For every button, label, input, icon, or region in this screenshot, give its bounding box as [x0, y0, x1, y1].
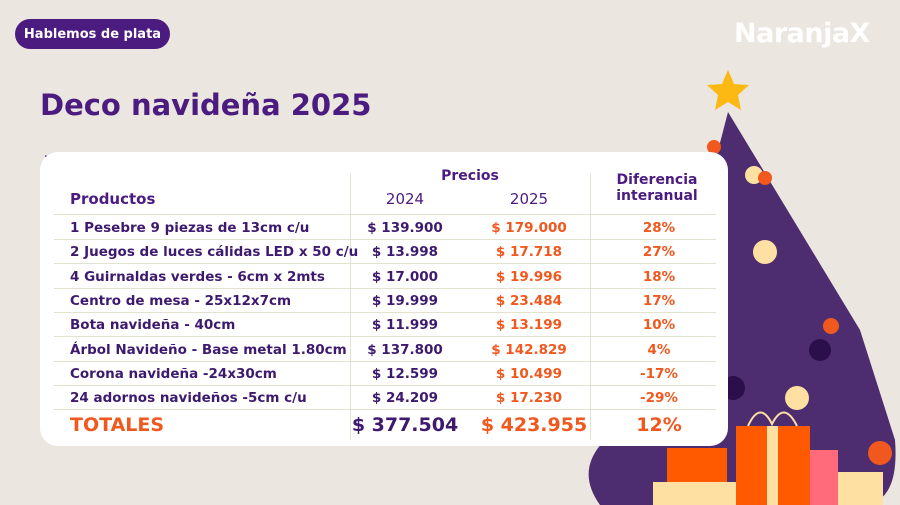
diff-cell: 27%	[642, 244, 676, 261]
table-row: 1 Pesebre 9 piezas de 13cm c/u $ 139.900 $…	[54, 216, 716, 240]
diff-cell: 10%	[642, 317, 676, 334]
price-2025-cell: $ 10.499	[495, 365, 563, 382]
table-row: Centro de mesa - 25x12x7cm $ 19.999 $ 23.4…	[54, 289, 716, 313]
diff-cell: -29%	[640, 390, 678, 407]
header-2025: 2025	[509, 190, 549, 208]
header-divider	[54, 191, 716, 215]
price-table: Productos Precios 2024 2025 Diferencia i…	[40, 152, 728, 446]
header-prices: Precios	[441, 168, 499, 184]
price-2024-cell: $ 12.599	[371, 365, 439, 382]
product-cell: Árbol Navideño - Base metal 1.80cm	[70, 341, 347, 358]
header-2024: 2024	[385, 190, 425, 208]
price-2024-cell: $ 11.999	[371, 317, 439, 334]
divider	[350, 174, 351, 440]
product-cell: 24 adornos navideños -5cm c/u	[70, 390, 307, 407]
product-cell: Corona navideña -24x30cm	[70, 365, 277, 382]
header-products: Productos	[70, 190, 156, 208]
diff-cell: 18%	[642, 268, 676, 285]
price-2024-cell: $ 17.000	[371, 268, 439, 285]
total-2025: $ 423.955	[480, 414, 588, 436]
totals-label: TOTALES	[70, 414, 165, 436]
diff-cell: 17%	[642, 292, 676, 309]
price-2024-cell: $ 24.209	[371, 390, 439, 407]
product-cell: Centro de mesa - 25x12x7cm	[70, 292, 292, 309]
price-2024-cell: $ 139.900	[367, 220, 443, 236]
divider	[590, 174, 591, 440]
product-cell: 4 Guirnaldas verdes - 6cm x 2mts	[70, 268, 325, 285]
price-2025-cell: $ 23.484	[495, 292, 563, 309]
header-diff-line2: interanual	[616, 188, 698, 204]
price-2025-cell: $ 179.000	[491, 220, 567, 236]
diff-cell: -17%	[640, 365, 678, 382]
totals-row: TOTALES $ 377.504 $ 423.955 12%	[54, 410, 716, 440]
header-diff: Diferencia interanual	[602, 172, 712, 204]
total-diff: 12%	[636, 414, 682, 436]
product-cell: 1 Pesebre 9 piezas de 13cm c/u	[70, 220, 310, 236]
price-2025-cell: $ 17.718	[495, 244, 563, 261]
diff-cell: 28%	[642, 220, 676, 236]
table-row: Corona navideña -24x30cm $ 12.599 $ 10.499…	[54, 362, 716, 386]
price-2025-cell: $ 142.829	[491, 341, 567, 358]
product-cell: Bota navideña - 40cm	[70, 317, 236, 334]
naranjax-logo: NaranjaX	[734, 18, 870, 49]
table-row: 24 adornos navideños -5cm c/u $ 24.209 $ 1…	[54, 386, 716, 411]
price-2024-cell: $ 19.999	[371, 292, 439, 309]
table-row: Bota navideña - 40cm $ 11.999 $ 13.199 10%	[54, 313, 716, 338]
star-icon	[707, 70, 749, 110]
price-2024-cell: $ 13.998	[371, 244, 439, 261]
price-2025-cell: $ 19.996	[495, 268, 563, 285]
product-cell: 2 Juegos de luces cálidas LED x 50 c/u	[70, 244, 359, 261]
price-2025-cell: $ 13.199	[495, 317, 563, 334]
category-badge: Hablemos de plata	[15, 19, 170, 49]
table-row: 2 Juegos de luces cálidas LED x 50 c/u $ …	[54, 240, 716, 265]
table-row: 4 Guirnaldas verdes - 6cm x 2mts $ 17.000…	[54, 265, 716, 289]
total-2024: $ 377.504	[351, 414, 459, 436]
header-diff-line1: Diferencia	[616, 172, 698, 188]
table-row: Árbol Navideño - Base metal 1.80cm $ 137.…	[54, 338, 716, 362]
price-2025-cell: $ 17.230	[495, 390, 563, 407]
price-2024-cell: $ 137.800	[367, 341, 443, 358]
diff-cell: 4%	[647, 341, 671, 358]
page-title: Deco navideña 2025	[40, 88, 372, 122]
